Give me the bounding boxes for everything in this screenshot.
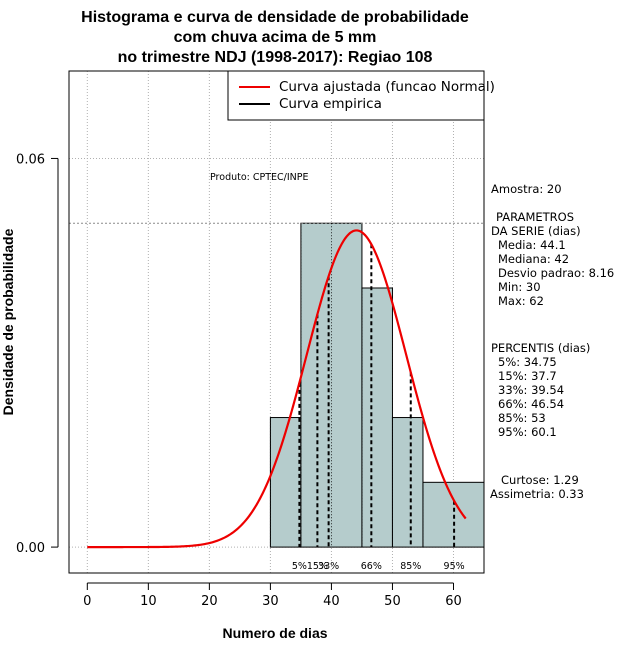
percentile-label-5: 5%	[292, 561, 307, 572]
chart-title: Histograma e curva de densidade de proba…	[81, 9, 469, 66]
x-tick-label-0: 0	[83, 594, 91, 609]
percentil-15: 15%: 37.7	[498, 369, 557, 383]
legend: Curva ajustada (funcao Normal) Curva emp…	[227, 70, 495, 121]
normal-curve-line	[87, 229, 467, 549]
percentil-85: 85%: 53	[498, 411, 546, 425]
legend-box	[227, 70, 485, 121]
y-tick-label-0: 0.00	[16, 541, 45, 556]
side-panel: Amostra: 20 PARAMETROS DA SERIE (dias) M…	[490, 182, 614, 501]
param-min: Min: 30	[498, 280, 541, 294]
x-tick-label-40: 40	[323, 594, 340, 609]
percentile-lines: 5% 15%33% 66% 85% 95%	[292, 244, 465, 572]
title-line-1: Histograma e curva de densidade de proba…	[81, 9, 469, 26]
histogram-bar-4	[391, 417, 424, 548]
percentil-33: 33%: 39.54	[498, 383, 564, 397]
percentile-label-33: 33%	[318, 561, 339, 572]
x-axis-title: Numero de dias	[222, 625, 327, 641]
percentil-95: 95%: 60.1	[498, 425, 557, 439]
reference-line	[69, 222, 484, 548]
percentile-label-66: 66%	[361, 561, 382, 572]
kurtosis: Curtose: 1.29	[501, 473, 579, 487]
params-title-2: DA SERIE (dias)	[491, 224, 581, 238]
histogram-bar-1	[269, 417, 302, 548]
legend-label-empirical: Curva empirica	[279, 96, 382, 112]
percentile-label-15: 15%	[307, 561, 328, 572]
y-axis-title: Densidade de probabilidade	[0, 228, 16, 415]
params-title-1: PARAMETROS	[496, 210, 574, 224]
legend-label-normal: Curva ajustada (funcao Normal)	[279, 79, 495, 95]
percentis-title: PERCENTIS (dias)	[491, 341, 590, 355]
percentil-66: 66%: 46.54	[498, 397, 564, 411]
y-axis: 0.00 0.06	[16, 152, 59, 556]
x-tick-label-50: 50	[384, 594, 401, 609]
param-sd: Desvio padrao: 8.16	[498, 266, 614, 280]
product-label: Produto: CPTEC/INPE	[210, 172, 309, 183]
param-mean: Media: 44.1	[498, 238, 566, 252]
x-axis: 0 10 20 30 40 50 60	[83, 582, 462, 609]
title-line-3: no trimestre NDJ (1998-2017): Regiao 108	[118, 49, 433, 66]
title-line-2: com chuva acima de 5 mm	[174, 29, 377, 46]
percentile-label-95: 95%	[444, 561, 465, 572]
normal-curve	[87, 229, 467, 549]
y-tick-label-1: 0.06	[16, 152, 45, 167]
histogram-bar-3	[361, 287, 393, 548]
skewness: Assimetria: 0.33	[490, 487, 584, 501]
param-max: Max: 62	[498, 294, 544, 308]
param-median: Mediana: 42	[498, 252, 569, 266]
x-tick-label-30: 30	[262, 594, 279, 609]
percentile-label-85: 85%	[400, 561, 421, 572]
sample-size: Amostra: 20	[491, 182, 562, 196]
x-tick-label-20: 20	[201, 594, 218, 609]
x-tick-label-60: 60	[445, 594, 462, 609]
percentil-5: 5%: 34.75	[498, 355, 557, 369]
x-tick-label-10: 10	[140, 594, 157, 609]
